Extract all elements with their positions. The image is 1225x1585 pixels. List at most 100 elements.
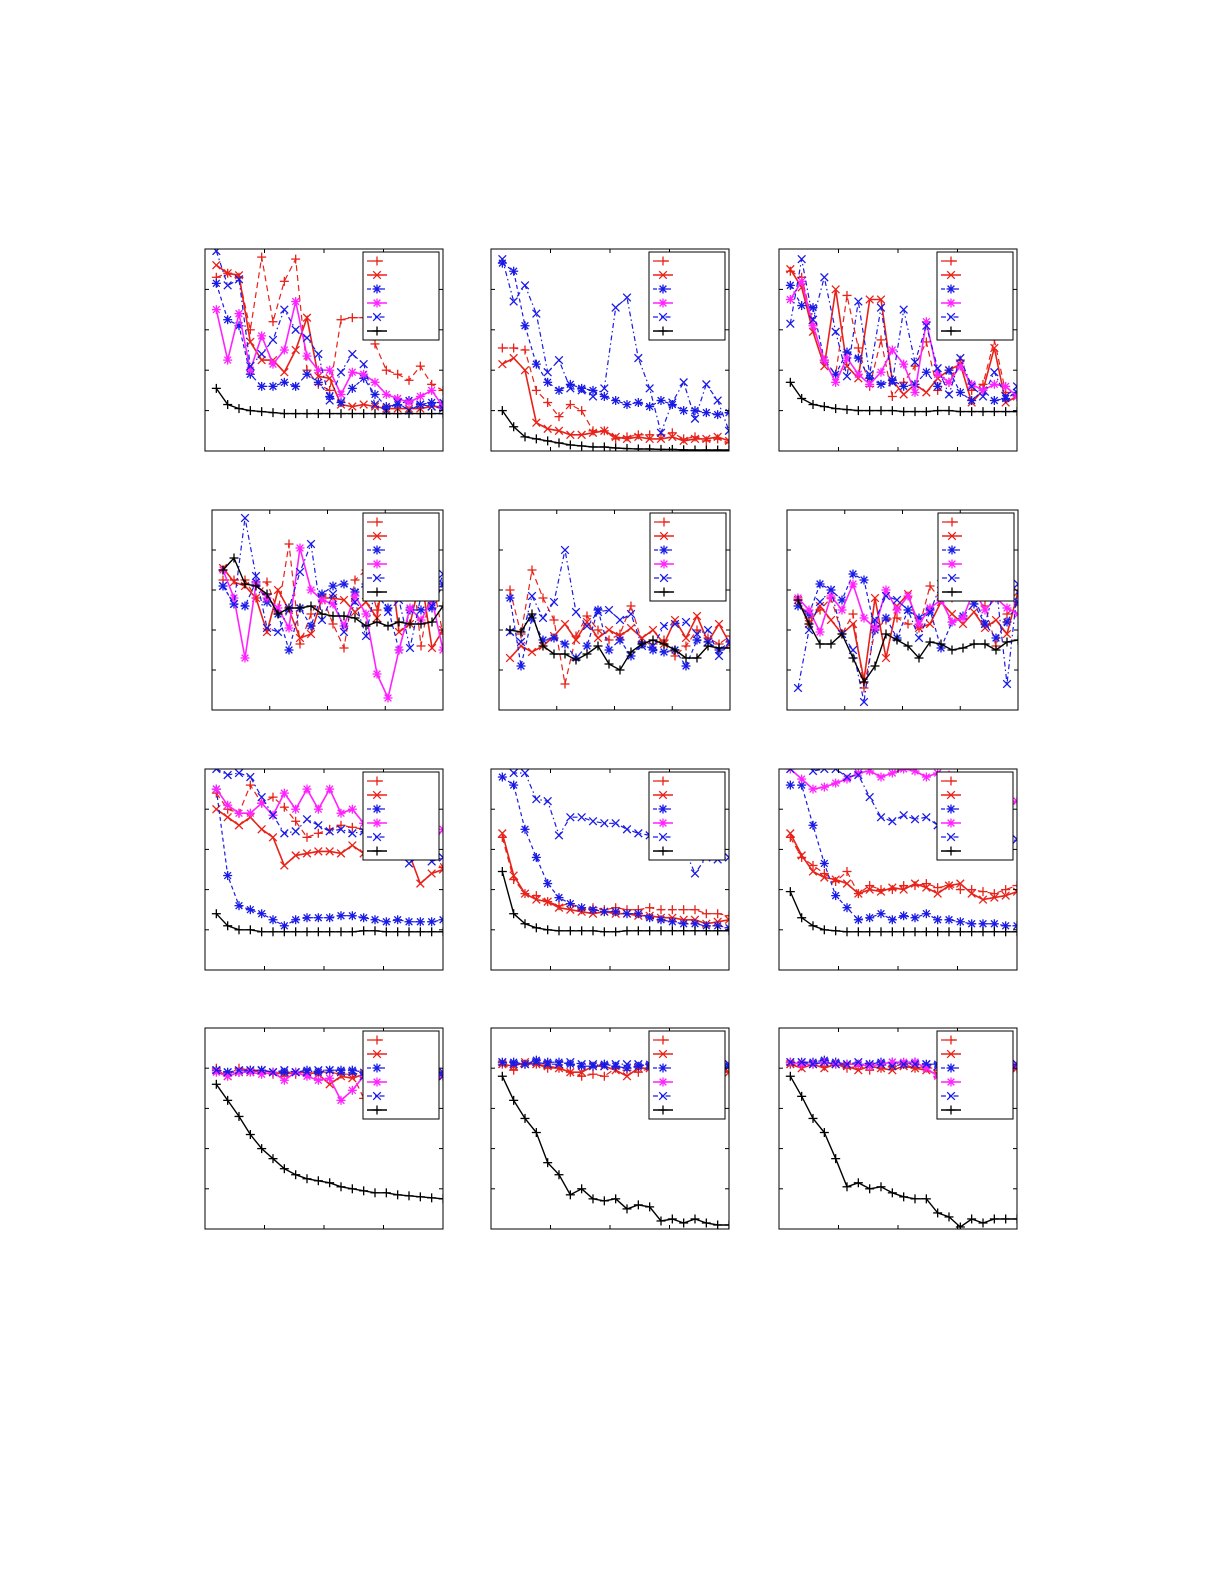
data-point <box>245 925 255 935</box>
data-point <box>681 617 691 627</box>
data-point <box>527 609 537 619</box>
data-point <box>347 804 357 814</box>
data-point <box>291 345 300 355</box>
data-point <box>865 927 875 937</box>
data-point <box>820 1057 829 1067</box>
data-point <box>295 543 305 553</box>
data-point <box>257 792 266 802</box>
data-point <box>622 909 632 919</box>
data-point <box>531 359 541 369</box>
legend-marker <box>658 284 668 294</box>
data-point <box>438 385 443 395</box>
data-point <box>262 589 272 599</box>
data-point <box>899 810 908 820</box>
data-point <box>527 565 537 575</box>
data-point <box>815 601 825 611</box>
legend-entry-4 <box>942 559 962 569</box>
data-point <box>899 1059 908 1069</box>
data-point <box>876 335 886 345</box>
data-point <box>944 927 954 937</box>
data-point <box>497 343 507 353</box>
data-point <box>978 919 988 929</box>
data-point <box>280 1065 289 1075</box>
data-point <box>317 595 327 605</box>
data-point <box>831 327 840 337</box>
data-point <box>234 275 244 284</box>
legend-entry-5 <box>941 1091 961 1101</box>
data-point <box>325 1178 335 1188</box>
data-point <box>212 1065 221 1075</box>
data-point <box>415 927 425 937</box>
data-point <box>980 619 990 629</box>
data-point <box>350 575 360 585</box>
data-point <box>268 1067 278 1077</box>
data-point <box>246 361 255 371</box>
data-point <box>554 893 564 903</box>
data-point <box>427 385 437 395</box>
data-point <box>404 917 414 927</box>
data-point <box>268 927 278 937</box>
data-point <box>914 653 924 663</box>
data-point <box>910 927 920 937</box>
data-point <box>819 782 829 792</box>
data-point <box>724 915 729 925</box>
data-point <box>509 353 518 363</box>
data-point <box>797 913 807 923</box>
data-point <box>980 639 990 649</box>
data-point <box>865 792 874 802</box>
data-point <box>273 609 283 619</box>
data-point <box>505 653 515 663</box>
data-point <box>724 436 729 446</box>
legend-marker <box>658 326 668 336</box>
legend-marker <box>372 587 382 597</box>
data-point <box>990 367 999 377</box>
data-point <box>588 1061 598 1071</box>
data-point <box>921 367 931 377</box>
data-point <box>876 885 886 895</box>
data-point <box>648 625 658 635</box>
data-point <box>876 379 886 389</box>
data-point <box>944 365 954 375</box>
data-point <box>622 1059 632 1069</box>
data-point <box>899 927 909 937</box>
data-point <box>842 879 852 888</box>
legend-marker <box>946 1049 956 1059</box>
data-point <box>251 571 261 581</box>
series-6 <box>211 909 443 937</box>
data-point <box>853 927 863 937</box>
legend-marker <box>372 1049 382 1059</box>
data-point <box>967 407 977 417</box>
data-point <box>831 1059 840 1069</box>
data-point <box>245 325 255 335</box>
data-point <box>577 903 587 913</box>
data-point <box>831 377 841 387</box>
axis-ticks <box>491 769 729 970</box>
data-point <box>393 927 403 937</box>
data-point <box>325 827 334 836</box>
data-point <box>701 909 711 919</box>
data-point <box>667 905 677 915</box>
legend-entry-2 <box>942 531 962 541</box>
data-point <box>257 825 266 834</box>
data-point <box>786 264 795 274</box>
axis-ticks <box>491 249 729 451</box>
data-point <box>848 609 858 619</box>
data-point <box>245 808 255 818</box>
data-point <box>656 1216 666 1226</box>
data-point <box>234 769 244 778</box>
legend <box>362 771 440 861</box>
plot-area <box>793 557 1018 707</box>
legend-box <box>648 251 726 341</box>
data-point <box>359 359 368 369</box>
series-4 <box>785 276 1017 401</box>
data-point <box>888 1065 897 1075</box>
legend-entry-5 <box>367 832 387 842</box>
legend-marker <box>946 1091 956 1101</box>
data-point <box>865 1061 875 1071</box>
data-point <box>509 1059 518 1069</box>
data-point <box>713 410 723 420</box>
data-point <box>317 609 327 619</box>
data-point <box>565 899 575 909</box>
data-point <box>383 693 393 703</box>
data-point <box>280 861 289 870</box>
